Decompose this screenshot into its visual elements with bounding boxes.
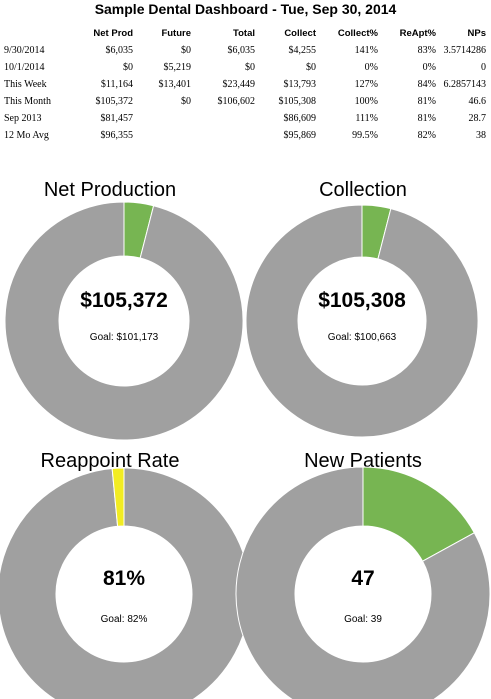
column-header: Collect% xyxy=(337,28,378,39)
table-cell: 28.7 xyxy=(468,113,487,124)
row-label: 9/30/2014 xyxy=(4,45,45,56)
table-cell: $105,372 xyxy=(95,96,134,107)
table-cell: $6,035 xyxy=(105,45,134,56)
table-cell: 111% xyxy=(355,113,378,124)
table-cell: 38 xyxy=(476,130,486,141)
table-row: Sep 2013 $81,457 $86,609 111% 81% 28.7 xyxy=(4,110,486,127)
chart-title: New Patients xyxy=(304,450,422,472)
donut-slice-1 xyxy=(111,467,125,527)
table-cell: $105,308 xyxy=(278,96,317,107)
dashboard-title: Sample Dental Dashboard - Tue, Sep 30, 2… xyxy=(94,1,397,17)
table-cell: 3.5714286 xyxy=(443,45,487,56)
table-cell: 46.6 xyxy=(468,96,487,107)
table-row: This Month $105,372 $0 $106,602 $105,308… xyxy=(4,93,486,110)
table-cell: $4,255 xyxy=(288,45,317,56)
donut-slice-1 xyxy=(245,204,479,438)
chart-goal: Goal: 82% xyxy=(101,614,148,625)
table-cell: $95,869 xyxy=(283,130,317,141)
column-header: Net Prod xyxy=(93,28,133,39)
table-cell: 81% xyxy=(417,113,436,124)
chart-title: Collection xyxy=(319,179,407,201)
chart-value: $105,372 xyxy=(80,289,168,312)
table-cell: $5,219 xyxy=(163,62,192,73)
table-row: 9/30/2014 $6,035 $0 $6,035 $4,255 141% 8… xyxy=(4,42,486,59)
table-cell: $11,164 xyxy=(100,79,133,90)
chart-goal: Goal: $101,173 xyxy=(90,332,159,343)
table-cell: $81,457 xyxy=(100,113,134,124)
table-row: 10/1/2014 $0 $5,219 $0 $0 0% 0% 0 xyxy=(4,59,486,76)
table-cell: $23,449 xyxy=(222,79,256,90)
chart-title: Net Production xyxy=(44,179,176,201)
table-cell: $13,793 xyxy=(283,79,317,90)
summary-table: Net Prod Future Total Collect Collect% R… xyxy=(4,25,486,144)
column-header: ReApt% xyxy=(399,28,436,39)
table-cell: $0 xyxy=(245,62,255,73)
table-cell: 141% xyxy=(354,45,378,56)
row-label: 10/1/2014 xyxy=(4,62,45,73)
table-cell: 82% xyxy=(417,130,436,141)
table-cell: $0 xyxy=(181,45,191,56)
donut-slices xyxy=(4,201,244,441)
table-cell: 100% xyxy=(354,96,378,107)
column-header: Collect xyxy=(284,28,316,39)
donut-slice-1 xyxy=(4,201,244,441)
table-cell: $0 xyxy=(123,62,133,73)
table-cell: 6.2857143 xyxy=(443,79,487,90)
table-row: This Week $11,164 $13,401 $23,449 $13,79… xyxy=(4,76,486,93)
new-patients-chart: New Patients 47 Goal: 39 xyxy=(235,450,491,699)
table-cell: 0% xyxy=(364,62,378,73)
row-label: This Week xyxy=(4,79,47,90)
row-label: 12 Mo Avg xyxy=(4,130,49,141)
table-cell: 127% xyxy=(354,79,378,90)
table-cell: $6,035 xyxy=(227,45,256,56)
table-cell: $0 xyxy=(181,96,191,107)
column-header: NPs xyxy=(467,28,486,39)
table-header-row: Net Prod Future Total Collect Collect% R… xyxy=(4,25,486,42)
table-cell: 0% xyxy=(422,62,436,73)
donut-slice-1 xyxy=(235,466,491,699)
table-cell: 83% xyxy=(417,45,436,56)
collection-chart: Collection $105,308 Goal: $100,663 xyxy=(245,179,479,438)
column-header: Total xyxy=(233,28,255,39)
chart-goal: Goal: 39 xyxy=(344,614,382,625)
chart-value: 47 xyxy=(351,567,374,590)
table-cell: $86,609 xyxy=(283,113,317,124)
row-label: This Month xyxy=(4,96,51,107)
chart-value: $105,308 xyxy=(318,289,406,312)
row-label: Sep 2013 xyxy=(4,113,42,124)
table-cell: $0 xyxy=(306,62,316,73)
chart-title: Reappoint Rate xyxy=(41,450,180,472)
table-cell: $96,355 xyxy=(100,130,134,141)
table-row: 12 Mo Avg $96,355 $95,869 99.5% 82% 38 xyxy=(4,127,486,144)
table-cell: 81% xyxy=(417,96,436,107)
donut-slices xyxy=(245,204,479,438)
table-cell: 99.5% xyxy=(352,130,378,141)
table-cell: 0 xyxy=(481,62,486,73)
table-cell: $13,401 xyxy=(158,79,192,90)
donut-slices xyxy=(235,466,491,699)
chart-goal: Goal: $100,663 xyxy=(328,332,397,343)
chart-value: 81% xyxy=(103,567,145,590)
net-production-chart: Net Production $105,372 Goal: $101,173 xyxy=(4,179,244,441)
reappoint-rate-chart: Reappoint Rate 81% Goal: 82% xyxy=(0,450,251,699)
column-header: Future xyxy=(161,28,191,39)
table-cell: 84% xyxy=(417,79,436,90)
table-cell: $106,602 xyxy=(217,96,256,107)
